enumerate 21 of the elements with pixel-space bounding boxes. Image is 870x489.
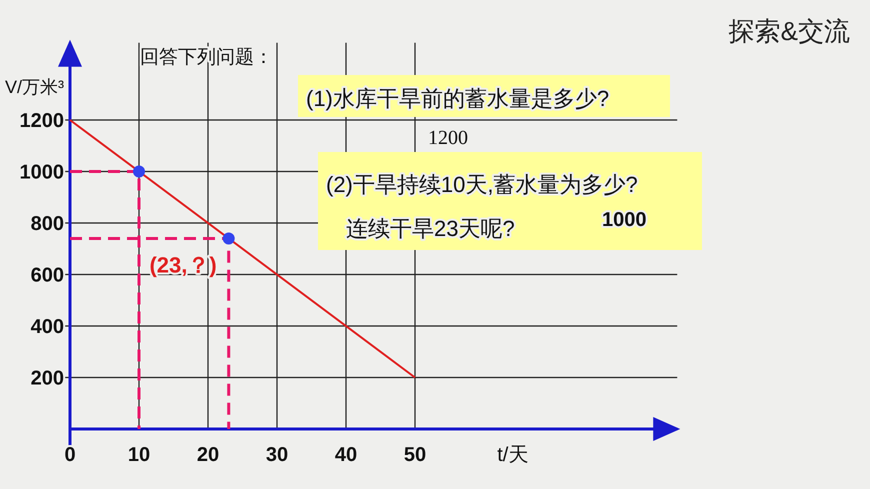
x-axis-title: t/天 <box>497 444 528 466</box>
y-tick-label: 1000 <box>20 162 64 184</box>
x-tick-label: 0 <box>64 444 76 466</box>
y-tick-label: 400 <box>30 316 64 338</box>
y-tick-label: 200 <box>30 368 64 390</box>
y-tick-label: 600 <box>30 264 64 286</box>
y-tick-label: 800 <box>30 213 64 235</box>
x-tick-label: 30 <box>266 444 288 466</box>
text: 探索&交流 <box>728 16 850 46</box>
y-axis-title: V/万米³ <box>4 76 64 97</box>
x-tick-label: 40 <box>334 444 358 466</box>
x-tick-label: 50 <box>404 444 426 466</box>
annotation: 1200 <box>428 127 468 149</box>
annotation: (23,？) <box>149 252 217 278</box>
x-tick-label: 20 <box>196 444 220 466</box>
annotation: (2)干旱持续10天,蓄水量为多少? <box>326 172 638 197</box>
annotation: 连续干旱23天呢? <box>346 216 515 241</box>
annotation: 1000 <box>602 209 646 231</box>
x-tick-label: 10 <box>128 444 150 466</box>
y-tick-label: 1200 <box>20 110 64 132</box>
annotation: (1)水库干旱前的蓄水量是多少? <box>306 86 610 111</box>
